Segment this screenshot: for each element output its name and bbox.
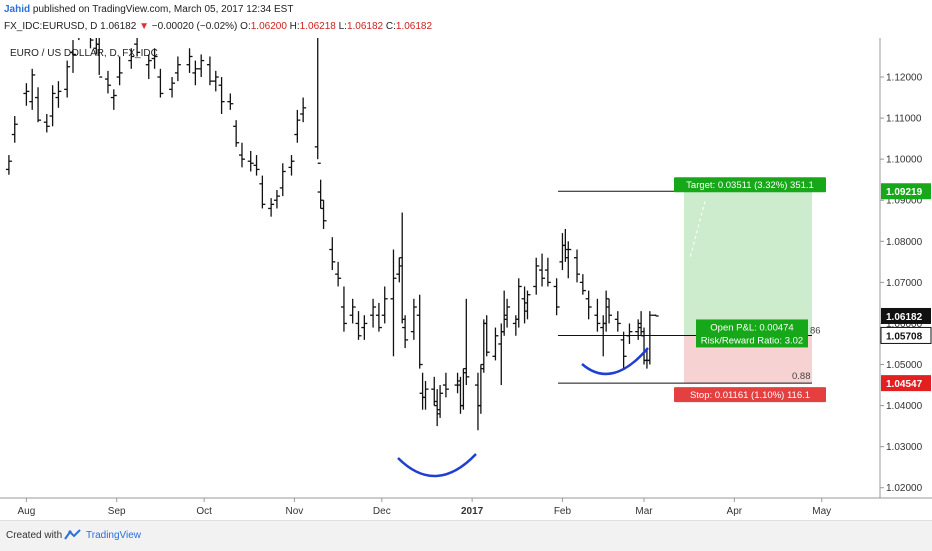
x-tick-label: Oct <box>196 506 212 517</box>
price-chart[interactable]: EURO / US DOLLAR, D, FX_IDC Target: 0.035… <box>0 15 932 520</box>
target-label: Target: 0.03511 (3.32%) 351.1 <box>686 180 814 191</box>
price-tag-bg <box>881 375 931 392</box>
high-value: 1.06218 <box>299 21 336 32</box>
rounding-bottom-arc-right <box>581 347 649 376</box>
open-value: 1.06200 <box>250 21 287 32</box>
x-tick-label: Feb <box>554 506 572 517</box>
high-label: H: <box>289 21 300 32</box>
position-dash-line <box>689 201 706 259</box>
chart-header: Jahid published on TradingView.com, Marc… <box>0 0 932 38</box>
close-value: 1.06182 <box>395 21 433 32</box>
price-change: −0.00020 (−0.02%) <box>151 21 238 32</box>
down-arrow-icon: ▼ <box>139 21 149 32</box>
y-tick-label: 1.03000 <box>886 442 923 453</box>
chart-title: EURO / US DOLLAR, D, FX_IDC <box>10 48 158 59</box>
y-tick-label: 1.09000 <box>886 196 923 207</box>
y-tick-label: 1.11000 <box>886 114 922 125</box>
tradingview-logo-icon[interactable] <box>64 529 82 544</box>
published-text: published on TradingView.com, March 05, … <box>32 4 294 15</box>
tradingview-brand-link[interactable]: TradingView <box>86 530 142 541</box>
x-tick-label: May <box>812 506 831 517</box>
publish-line: Jahid published on TradingView.com, Marc… <box>4 4 293 15</box>
price-tag: 1.04547 <box>886 379 923 390</box>
price-tag: 1.05708 <box>886 331 923 342</box>
price-tag-bg <box>881 307 931 324</box>
low-label: L: <box>338 21 347 32</box>
close-label: C: <box>385 21 396 32</box>
y-tick-label: 1.07000 <box>886 278 923 289</box>
open-label: O: <box>240 21 251 32</box>
x-tick-label: 2017 <box>461 506 484 517</box>
ohlc-readout: FX_IDC:EURUSD, D 1.06182 ▼ −0.00020 (−0.… <box>4 21 432 32</box>
target-label-bg <box>674 177 826 193</box>
created-with-text: Created with <box>6 530 63 541</box>
x-tick-label: Nov <box>286 506 304 517</box>
x-tick-label: Mar <box>635 506 653 517</box>
price-tag: 1.06182 <box>886 312 923 323</box>
y-tick-label: 1.06000 <box>886 319 923 330</box>
y-tick-label: 1.10000 <box>886 155 923 166</box>
price-tag-bg <box>881 183 931 200</box>
price-tag-bg <box>880 326 932 344</box>
x-tick-label: Aug <box>17 506 35 517</box>
stop-label: Stop: 0.01161 (1.10%) 116.1 <box>690 390 810 401</box>
x-tick-label: Apr <box>727 506 743 517</box>
y-tick-label: 1.12000 <box>886 73 923 84</box>
rounding-bottom-arc-left <box>397 453 477 478</box>
rr-label: Risk/Reward Ratio: 3.02 <box>701 335 803 346</box>
footer-bar: Created with TradingView <box>0 520 932 551</box>
y-tick-label: 1.04000 <box>886 401 923 412</box>
stop-label-bg <box>674 387 826 403</box>
x-tick-label: Sep <box>108 506 126 517</box>
symbol-label: FX_IDC:EURUSD, D <box>4 21 98 32</box>
y-tick-label: 1.08000 <box>886 237 923 248</box>
entry-note: 86 <box>810 325 821 336</box>
y-tick-label: 1.05000 <box>886 360 923 371</box>
target-zone <box>684 191 812 336</box>
last-price: 1.06182 <box>100 21 137 32</box>
pnl-box <box>696 319 808 348</box>
y-tick-label: 1.02000 <box>886 483 923 494</box>
pnl-label: Open P&L: 0.00474 <box>710 322 793 333</box>
low-value: 1.06182 <box>346 21 384 32</box>
author-link[interactable]: Jahid <box>4 4 31 15</box>
stop-note: 0.88 <box>792 371 811 382</box>
chart-area[interactable]: EURO / US DOLLAR, D, FX_IDC Target: 0.035… <box>0 15 932 520</box>
price-tag: 1.09219 <box>886 187 923 198</box>
x-tick-label: Dec <box>373 506 391 517</box>
